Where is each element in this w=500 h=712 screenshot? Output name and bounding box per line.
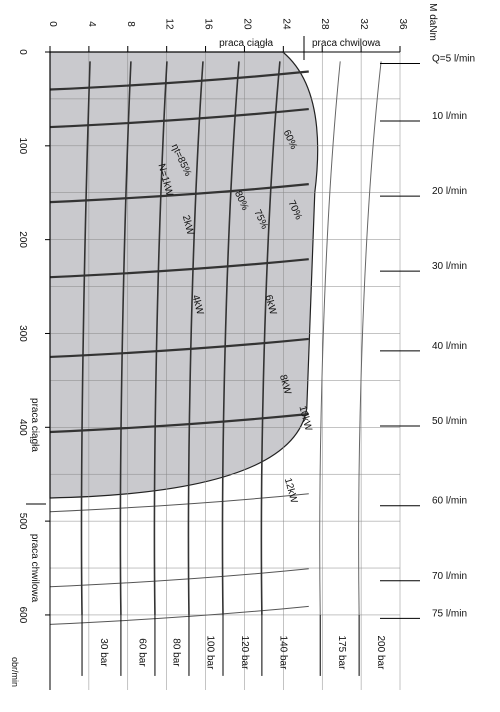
region-label-continuous: praca ciągła — [219, 38, 273, 49]
y-tick-label: 0 — [17, 49, 28, 55]
flow-label: 40 l/min — [432, 341, 467, 352]
x-tick-label: 24 — [280, 18, 291, 30]
pressure-curve — [153, 61, 168, 615]
pressure-label: 30 bar — [98, 638, 109, 667]
flow-curve — [49, 605, 309, 625]
flow-curve — [49, 568, 309, 588]
axes-layer: 0 4 8 12 16 20 24 28 32 36 M daNm 0 100 200 300 400 500 6… — [10, 3, 438, 690]
power-label: 12kW — [282, 477, 299, 505]
region-label-intermittent-vertical: praca chwilowa — [29, 534, 40, 603]
pressure-curve — [119, 61, 132, 615]
flow-curve — [49, 183, 309, 204]
x-tick-label: 32 — [358, 18, 369, 30]
y-tick-label: 400 — [17, 419, 28, 436]
x-tick-label: 0 — [47, 21, 58, 27]
x-tick-label: 36 — [397, 18, 408, 30]
continuous-work-area — [49, 51, 319, 499]
pressure-label: 140 bar — [278, 636, 289, 671]
pressure-label: 80 bar — [171, 638, 182, 667]
y-tick-label: 300 — [17, 325, 28, 342]
region-label-continuous-vertical: praca ciągła — [29, 398, 40, 452]
y-tick-label: 600 — [17, 607, 28, 624]
x-tick-label: 20 — [241, 18, 252, 30]
pressure-label: 175 bar — [336, 636, 347, 671]
pressure-curve — [358, 61, 382, 615]
pressure-curve — [187, 61, 204, 615]
x-tick-label: 16 — [203, 18, 214, 30]
flow-curve — [49, 412, 309, 434]
curves-layer — [49, 61, 382, 625]
flow-curve — [49, 70, 309, 91]
x-tick-label: 28 — [319, 18, 330, 30]
y-tick-label: 500 — [17, 513, 28, 530]
flow-curve — [49, 337, 309, 359]
flow-label: 20 l/min — [432, 186, 467, 197]
y-tick-label: 100 — [17, 137, 28, 154]
flow-label: 70 l/min — [432, 571, 467, 582]
pressure-label: 120 bar — [239, 636, 250, 671]
y-tick-label: 200 — [17, 231, 28, 248]
flow-label: 60 l/min — [432, 496, 467, 507]
flow-curve — [49, 493, 309, 513]
region-label-intermittent: praca chwilowa — [312, 38, 381, 49]
flow-label: 75 l/min — [432, 608, 467, 619]
power-label: 2kW — [180, 214, 196, 237]
flow-label: 50 l/min — [432, 416, 467, 427]
power-label: 8kW — [277, 374, 293, 397]
power-label: 4kW — [190, 294, 206, 317]
y-axis-unit-label: obr/min — [10, 657, 20, 687]
power-label: 6kW — [262, 294, 278, 317]
flow-label: Q=5 l/min — [432, 54, 475, 65]
pressure-curve — [221, 61, 240, 615]
pressure-label: 60 bar — [137, 638, 148, 667]
flow-label: 10 l/min — [432, 111, 467, 122]
pressure-curve — [80, 61, 91, 615]
x-tick-label: 4 — [86, 21, 97, 27]
x-tick-label: 8 — [125, 21, 136, 27]
pressure-label: 200 bar — [375, 636, 386, 671]
region-layer — [49, 51, 319, 499]
x-axis-label: M daNm — [427, 3, 438, 41]
pressure-label: 100 bar — [205, 636, 216, 671]
pressure-curve — [260, 61, 281, 615]
pressure-curve — [319, 61, 341, 615]
x-tick-label: 12 — [164, 18, 175, 30]
flow-label: 30 l/min — [432, 261, 467, 272]
flow-curve — [49, 107, 309, 129]
